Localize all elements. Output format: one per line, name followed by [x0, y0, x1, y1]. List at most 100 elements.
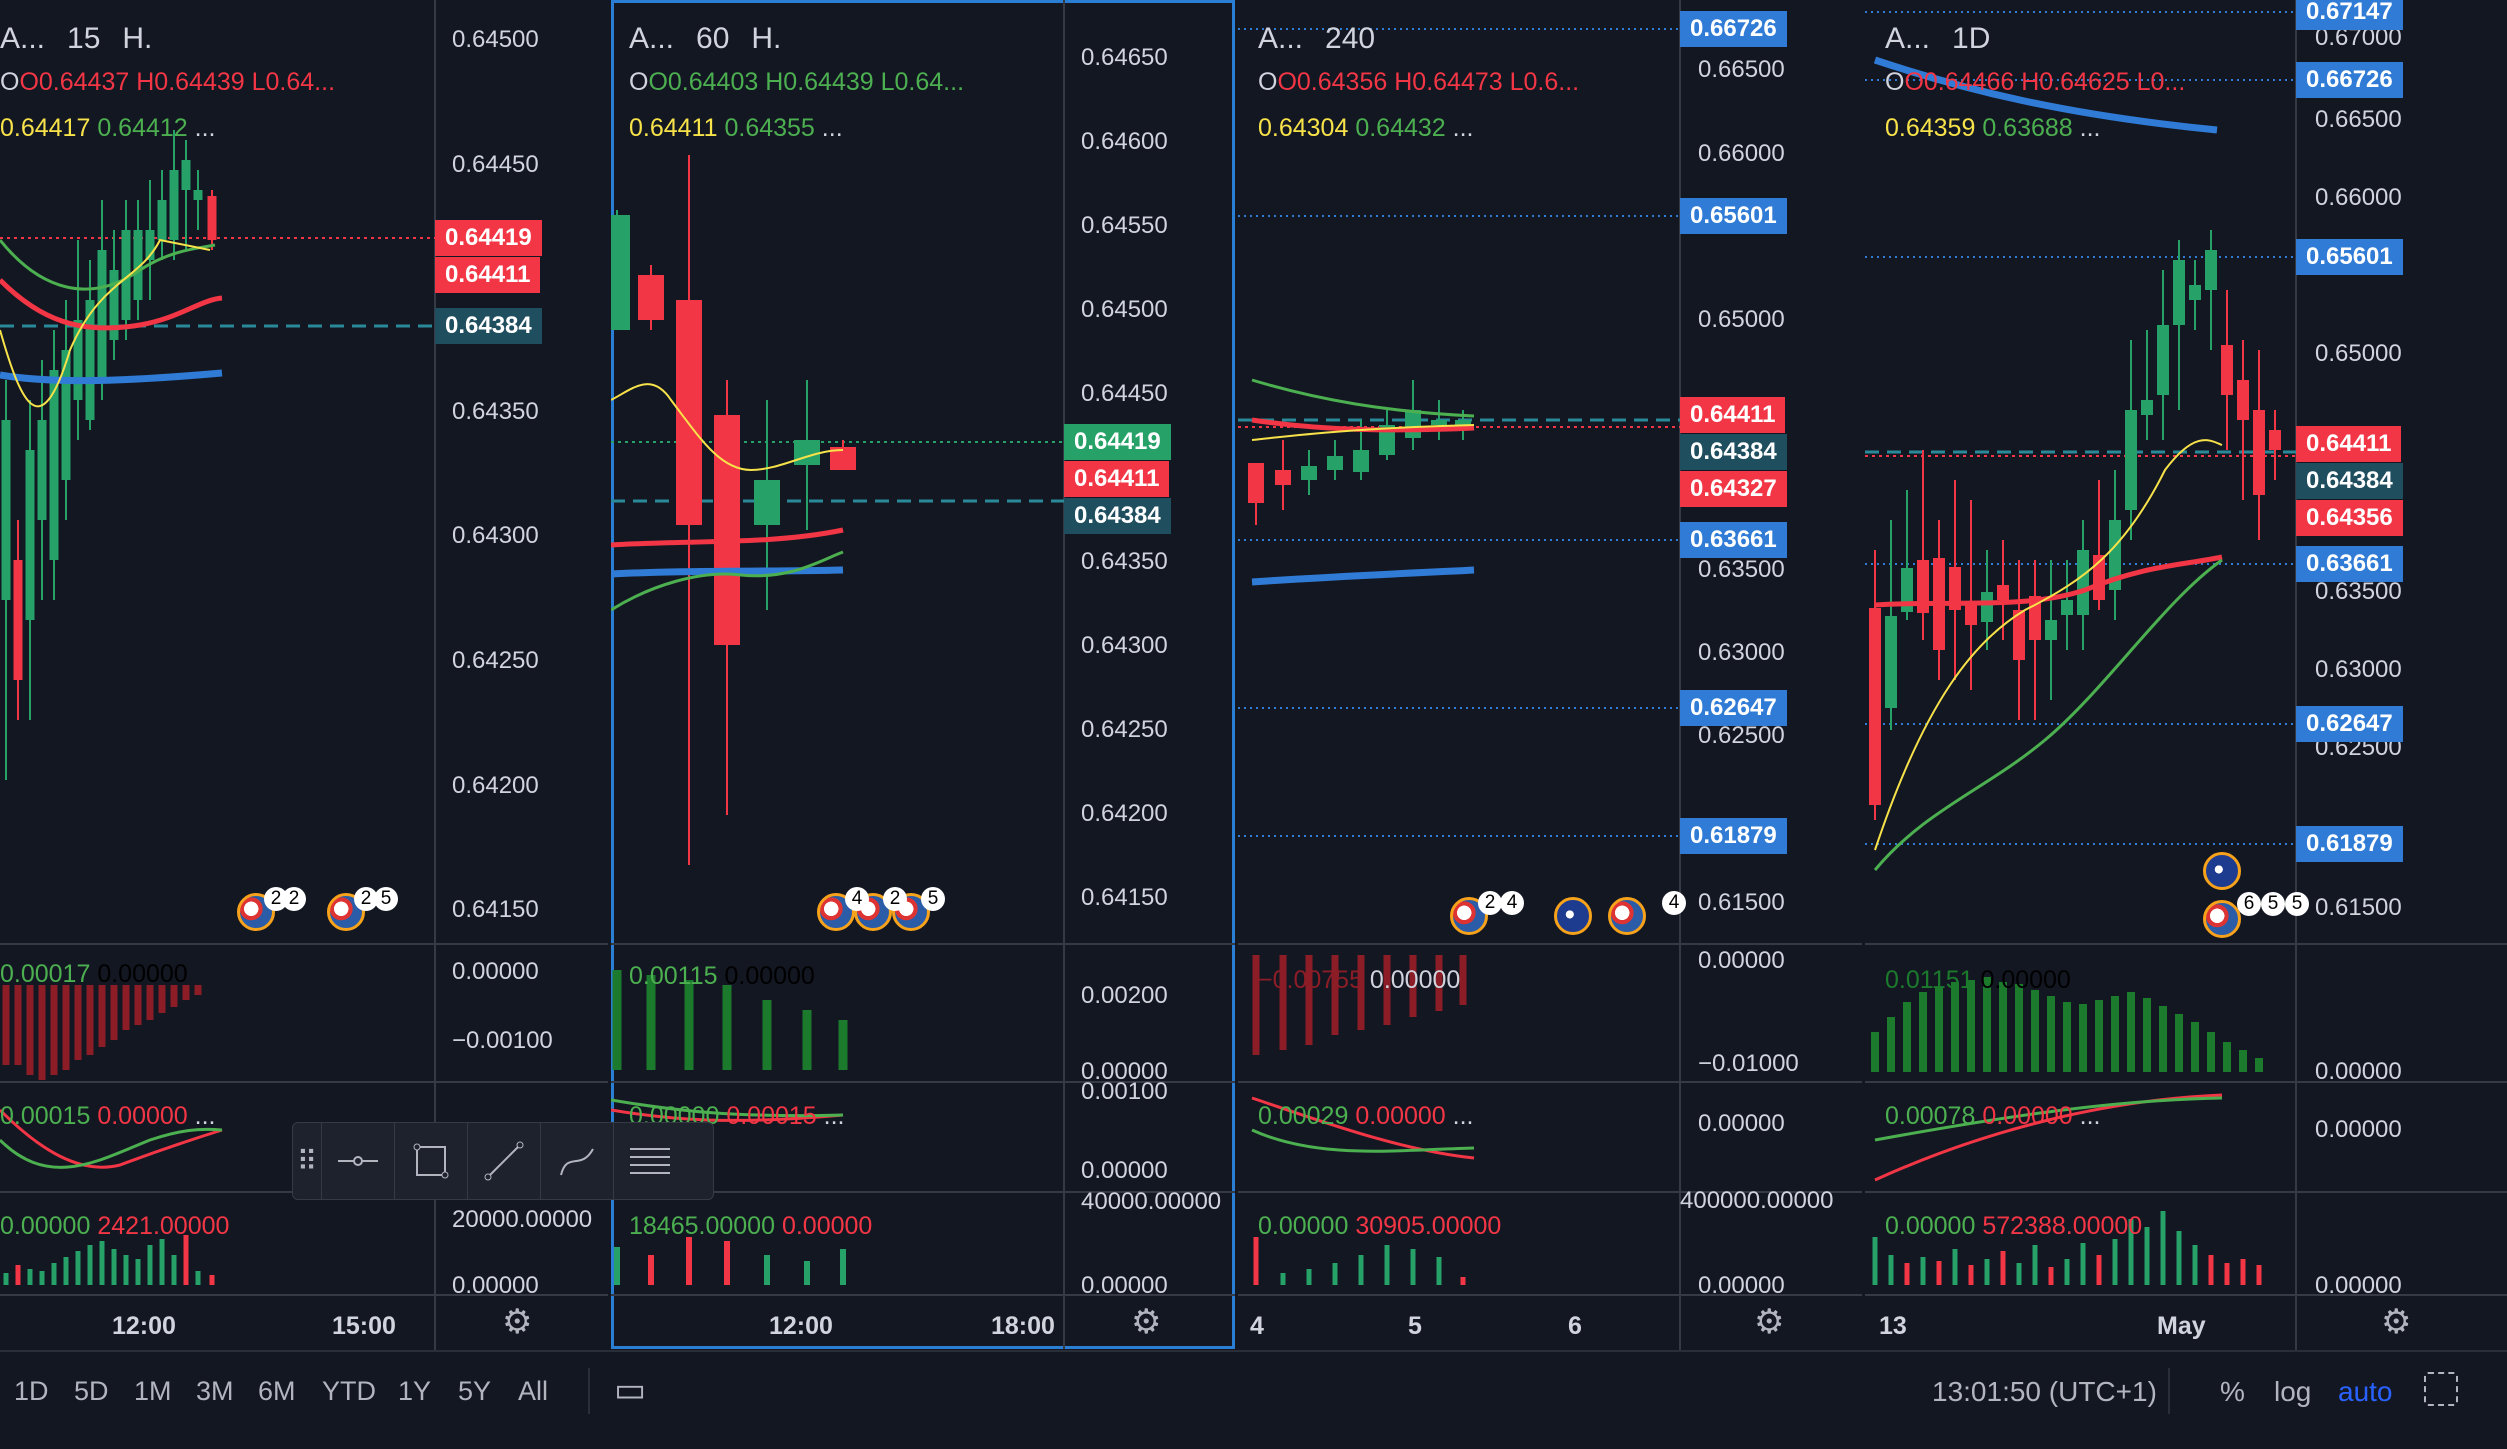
range-1d-button[interactable]: 1D [14, 1376, 49, 1406]
legend-more-button[interactable]: ... [1452, 1102, 1474, 1130]
candle-body [754, 480, 780, 525]
event-count-badge: 4 [1500, 891, 1524, 915]
auto-scale-toggle[interactable]: auto [2338, 1376, 2393, 1407]
histogram-bar [1253, 1237, 1259, 1285]
timezone-clock[interactable]: 13:01:50 (UTC+1) [1932, 1376, 2157, 1407]
symbol-name[interactable]: A... [629, 22, 675, 55]
candle-body [157, 200, 167, 240]
settings-gear-icon[interactable]: ⚙ [1754, 1303, 1785, 1341]
candle-body [2141, 400, 2153, 415]
log-scale-toggle[interactable]: log [2274, 1376, 2312, 1407]
osc-tick: 0.00000 [2315, 1116, 2402, 1143]
interval-label[interactable]: 15 [67, 22, 101, 55]
price-tick: 0.64650 [1081, 44, 1168, 71]
trend-line-glyph [484, 1141, 524, 1181]
fib-lines-icon[interactable] [613, 1123, 686, 1199]
range-ytd-button[interactable]: YTD [322, 1376, 376, 1406]
histogram-bar [802, 1010, 812, 1070]
rectangle-glyph [413, 1143, 449, 1179]
chart-pane-240m[interactable]: A... 240 OO0.64356 H0.64473 L0.6... 0.643… [1238, 0, 1862, 1350]
histogram-bar [194, 985, 202, 995]
rectangle-icon[interactable] [394, 1123, 467, 1199]
chart-canvas[interactable] [1865, 0, 2507, 1350]
interval-label[interactable]: 240 [1325, 22, 1376, 55]
symbol-name[interactable]: A... [0, 22, 46, 55]
histogram-bar [1871, 1032, 1879, 1072]
macd-value: 0.01151 [1885, 966, 1974, 994]
candle-body [1379, 425, 1395, 455]
macd-tick: 0.00000 [2315, 1058, 2402, 1085]
event-count-badge: 5 [2285, 892, 2309, 916]
chart-canvas[interactable] [0, 0, 608, 1350]
percent-scale-toggle[interactable]: % [2220, 1376, 2245, 1407]
interval-label[interactable]: 1D [1952, 22, 1991, 55]
us-flag-event-icon[interactable] [1608, 897, 1646, 935]
fullscreen-icon[interactable] [2424, 1372, 2458, 1406]
price-tick: 0.64150 [452, 896, 539, 923]
price-tick: 0.64450 [452, 151, 539, 178]
settings-gear-icon[interactable]: ⚙ [2381, 1303, 2412, 1341]
us-flag-event-icon[interactable] [1450, 897, 1488, 935]
symbol-header[interactable]: A... 15 H. [0, 22, 152, 56]
range-3m-button[interactable]: 3M [196, 1376, 234, 1406]
interval-label[interactable]: 60 [696, 22, 730, 55]
legend-more-button[interactable]: ... [823, 1102, 845, 1130]
drawing-toolbar[interactable]: ⠿ [292, 1122, 714, 1200]
symbol-name[interactable]: A... [1885, 22, 1931, 55]
chart-canvas[interactable] [611, 0, 1235, 1349]
high-value: H0.64439 [765, 68, 874, 96]
histogram-bar [1383, 955, 1391, 1025]
price-tag-last: 0.64419 [435, 220, 542, 256]
candle-body [1275, 470, 1291, 485]
legend-more-button[interactable]: ... [2079, 1102, 2101, 1130]
open-value: O0.64437 [19, 68, 130, 96]
histogram-bar [1935, 987, 1943, 1072]
trend-line-icon[interactable] [467, 1123, 540, 1199]
chart-canvas[interactable] [1238, 0, 1862, 1350]
legend-more-button[interactable]: ... [821, 114, 843, 142]
legend-more-button[interactable]: ... [1452, 114, 1474, 142]
australia-flag-event-icon[interactable] [1554, 897, 1592, 935]
legend-more-button[interactable]: ... [194, 114, 216, 142]
legend-more-button[interactable]: ... [194, 1102, 216, 1130]
price-tag-level: 0.66726 [1680, 11, 1787, 47]
settings-gear-icon[interactable]: ⚙ [502, 1303, 533, 1341]
histogram-bar [2159, 1006, 2167, 1072]
high-value: H0.64473 [1394, 68, 1503, 96]
range-5d-button[interactable]: 5D [74, 1376, 109, 1406]
drag-grip-icon[interactable]: ⠿ [296, 1145, 318, 1177]
horizontal-ray-icon[interactable] [321, 1123, 394, 1199]
histogram-bar [1435, 955, 1443, 1011]
histogram-bar [170, 985, 178, 1007]
symbol-name[interactable]: A... [1258, 22, 1304, 55]
ma-value-2: 0.63688 [1982, 114, 2073, 142]
candle-body [638, 275, 664, 320]
range-1m-button[interactable]: 1M [134, 1376, 172, 1406]
osc-value: 0.00015 [0, 1102, 91, 1130]
settings-gear-icon[interactable]: ⚙ [1131, 1303, 1162, 1341]
chart-pane-1d[interactable]: A... 1D OO0.64466 H0.64625 L0... 0.64359 … [1865, 0, 2507, 1350]
candle-body [2157, 325, 2169, 395]
symbol-header[interactable]: A... 240 [1258, 22, 1397, 56]
legend-more-button[interactable]: ... [2079, 114, 2101, 142]
histogram-bar [111, 1249, 117, 1285]
date-range-calendar-icon[interactable]: ▭ [614, 1371, 647, 1409]
brush-icon[interactable] [540, 1123, 613, 1199]
symbol-header[interactable]: A... 60 H. [629, 22, 781, 56]
australia-flag-event-icon[interactable] [2203, 852, 2241, 890]
price-tag-level: 0.61879 [1680, 818, 1787, 854]
symbol-header[interactable]: A... 1D [1885, 22, 2012, 56]
histogram-bar [39, 1271, 45, 1285]
histogram-bar [2048, 1267, 2054, 1285]
range-6m-button[interactable]: 6M [258, 1376, 296, 1406]
candle-body [49, 370, 59, 560]
us-flag-event-icon[interactable] [2203, 900, 2241, 938]
range-all-button[interactable]: All [518, 1376, 549, 1406]
range-1y-button[interactable]: 1Y [398, 1376, 432, 1406]
histogram-bar [1999, 982, 2007, 1072]
chart-pane-60m[interactable]: A... 60 H. OO0.64403 H0.64439 L0.64... 0.6… [611, 0, 1235, 1349]
event-count-badge: 6 [2237, 892, 2261, 916]
candle-body [2013, 610, 2025, 660]
open-value: O0.64466 [1904, 68, 2015, 96]
range-5y-button[interactable]: 5Y [458, 1376, 492, 1406]
